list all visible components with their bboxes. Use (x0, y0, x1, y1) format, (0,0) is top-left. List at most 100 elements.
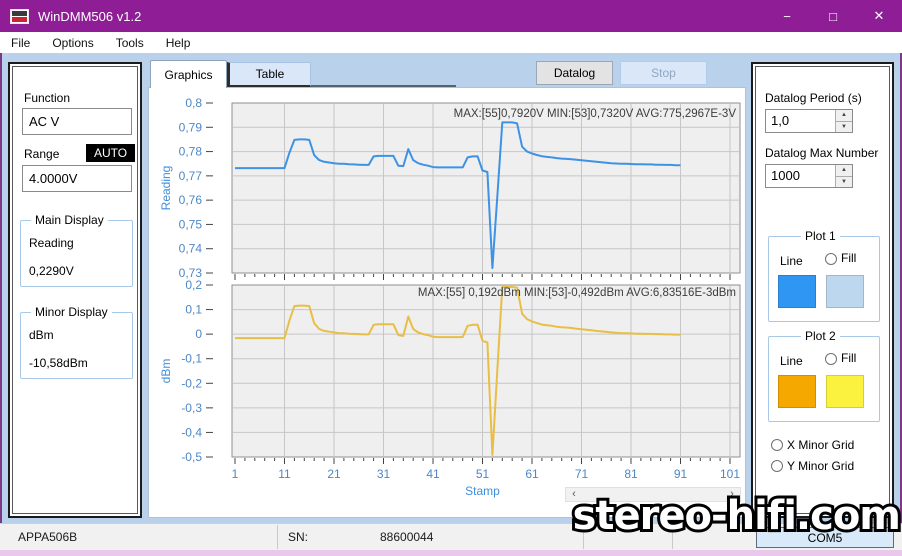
datalog-period-input[interactable]: 1,0 ▲ ▼ (765, 109, 853, 133)
max-spin-down-icon[interactable]: ▼ (836, 176, 852, 187)
svg-text:91: 91 (674, 467, 688, 481)
plot1-fill-swatch[interactable] (826, 275, 864, 308)
stop-button[interactable]: Stop (620, 61, 707, 85)
tab-table[interactable]: Table (227, 62, 311, 87)
x-minor-grid-label: X Minor Grid (787, 438, 855, 452)
app-icon (10, 8, 29, 24)
title-bar: WinDMM506 v1.2 − □ ✕ (0, 0, 902, 32)
settings-panel: Datalog Period (s) 1,0 ▲ ▼ Datalog Max N… (751, 62, 894, 518)
svg-text:0,73: 0,73 (179, 266, 203, 280)
svg-text:101: 101 (720, 467, 740, 481)
function-label: Function (24, 91, 71, 105)
svg-text:0,75: 0,75 (179, 217, 203, 231)
svg-text:0,8: 0,8 (185, 96, 202, 110)
menu-bar: File Options Tools Help (0, 32, 902, 53)
datalog-period-value: 1,0 (771, 113, 790, 128)
window-bottom-border (0, 550, 902, 556)
minor-display-group: Minor Display dBm -10,58dBm (20, 305, 133, 379)
menu-options[interactable]: Options (52, 35, 94, 50)
plot1-line-label: Line (780, 254, 803, 268)
max-spin-up-icon[interactable]: ▲ (836, 165, 852, 177)
svg-text:-0,5: -0,5 (181, 450, 202, 464)
datalog-max-input[interactable]: 1000 ▲ ▼ (765, 164, 853, 188)
main-display-value: 0,2290V (29, 264, 74, 278)
svg-text:81: 81 (624, 467, 638, 481)
reading-chart: 0,8 0,79 0,78 0,77 0,76 0,75 0,74 0,73 Reading MA… (159, 96, 741, 280)
plot1-line-swatch[interactable] (778, 275, 816, 308)
menu-file[interactable]: File (11, 35, 31, 50)
menu-help[interactable]: Help (165, 35, 191, 50)
svg-text:0,2: 0,2 (185, 278, 202, 292)
function-value: AC V (22, 108, 132, 135)
statusbar-divider (672, 525, 673, 549)
y-minor-grid-label: Y Minor Grid (787, 459, 855, 473)
x-minor-grid-radio[interactable] (771, 439, 783, 451)
period-spin-up-icon[interactable]: ▲ (836, 110, 852, 122)
com-port-badge: COM5 (756, 527, 894, 548)
range-auto-badge: AUTO (86, 144, 136, 162)
svg-text:0,1: 0,1 (185, 303, 202, 317)
plot2-fill-swatch[interactable] (826, 375, 864, 408)
device-model: APPA506B (18, 530, 78, 544)
svg-text:MAX:[55]0,7920V MIN:[53]0,732: MAX:[55]0,7920V MIN:[53]0,7320V AVG:775,… (454, 108, 737, 120)
minor-display-title: Minor Display (31, 305, 112, 319)
svg-text:0,79: 0,79 (179, 120, 203, 134)
datalog-max-label: Datalog Max Number (765, 146, 879, 160)
svg-text:-0,3: -0,3 (181, 401, 202, 415)
svg-text:11: 11 (278, 467, 291, 481)
tab-graphics[interactable]: Graphics (150, 60, 227, 88)
menu-tools[interactable]: Tools (115, 35, 144, 50)
close-button[interactable]: ✕ (873, 8, 885, 23)
datalog-period-label: Datalog Period (s) (765, 91, 862, 105)
svg-text:31: 31 (377, 467, 391, 481)
sn-label: SN: (288, 530, 309, 544)
plot1-title: Plot 1 (801, 229, 840, 243)
svg-text:MAX:[55] 0,192dBm MIN:[53]-0,: MAX:[55] 0,192dBm MIN:[53]-0,492dBm AVG:… (418, 287, 736, 299)
datalog-max-value: 1000 (771, 168, 800, 183)
svg-text:0,74: 0,74 (179, 242, 203, 256)
plot2-title: Plot 2 (801, 329, 840, 343)
dbm-chart: 0,20,10-0,1-0,2-0,3-0,4-0,51 11 21 31 41 51 61… (159, 278, 741, 498)
svg-text:1: 1 (232, 467, 239, 481)
svg-text:61: 61 (525, 467, 539, 481)
svg-text:0,78: 0,78 (179, 145, 203, 159)
scroll-left-icon[interactable]: ‹ (572, 488, 576, 500)
svg-text:-0,4: -0,4 (181, 425, 202, 439)
main-display-group: Main Display Reading 0,2290V (20, 213, 133, 287)
y-minor-grid-radio[interactable] (771, 460, 783, 472)
svg-text:21: 21 (327, 467, 341, 481)
svg-text:51: 51 (476, 467, 490, 481)
main-display-title: Main Display (31, 213, 108, 227)
svg-text:0: 0 (195, 327, 202, 341)
status-bar: APPA506B SN: 88600044 COM5 (0, 523, 902, 550)
plot2-group: Plot 2 Line Fill (768, 329, 880, 422)
minor-display-value: -10,58dBm (29, 356, 88, 370)
plot1-group: Plot 1 Line Fill (768, 229, 880, 322)
maximize-button[interactable]: □ (829, 8, 837, 24)
svg-text:dBm: dBm (159, 359, 173, 384)
plot1-fill-label: Fill (841, 251, 857, 265)
datalog-button[interactable]: Datalog (536, 61, 613, 85)
plot2-fill-label: Fill (841, 351, 857, 365)
plot1-fill-radio[interactable] (825, 253, 837, 265)
svg-text:Reading: Reading (159, 166, 173, 211)
range-label: Range (24, 147, 60, 161)
minimize-button[interactable]: − (783, 8, 791, 24)
plot2-line-swatch[interactable] (778, 375, 816, 408)
svg-text:0,76: 0,76 (179, 193, 203, 207)
scroll-right-icon[interactable]: › (730, 488, 734, 500)
statusbar-divider (277, 525, 278, 549)
range-value: 4.0000V (22, 165, 132, 192)
watermark-text: stereo-hifi.com (570, 490, 902, 542)
svg-text:0,77: 0,77 (179, 169, 203, 183)
period-spin-down-icon[interactable]: ▼ (836, 121, 852, 132)
sn-value: 88600044 (380, 530, 434, 544)
chart-horizontal-scrollbar[interactable]: ‹ › (565, 487, 741, 502)
tabstrip-edge (311, 85, 456, 87)
window-title: WinDMM506 v1.2 (38, 8, 142, 24)
plot2-line-label: Line (780, 354, 803, 368)
main-display-mode: Reading (29, 236, 74, 250)
plot2-fill-radio[interactable] (825, 353, 837, 365)
svg-text:-0,1: -0,1 (181, 352, 202, 366)
